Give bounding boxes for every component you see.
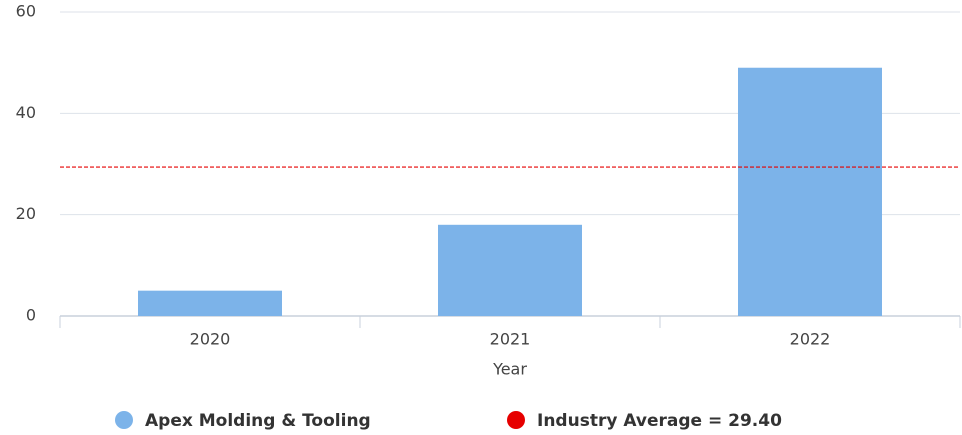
legend-marker (507, 411, 525, 429)
legend-marker (115, 411, 133, 429)
bar (438, 224, 582, 316)
y-tick-label: 0 (26, 306, 36, 325)
bar (738, 67, 882, 316)
x-tick-label: 2021 (490, 330, 531, 349)
x-tick-label: 2020 (190, 330, 231, 349)
legend-label: Industry Average = 29.40 (537, 411, 782, 431)
x-tick-label: 2022 (790, 330, 831, 349)
x-axis-label: Year (492, 360, 527, 379)
y-tick-label: 40 (16, 103, 36, 122)
y-tick-label: 20 (16, 204, 36, 223)
bar (138, 290, 282, 316)
y-tick-label: 60 (16, 2, 36, 21)
legend-label: Apex Molding & Tooling (145, 411, 371, 431)
